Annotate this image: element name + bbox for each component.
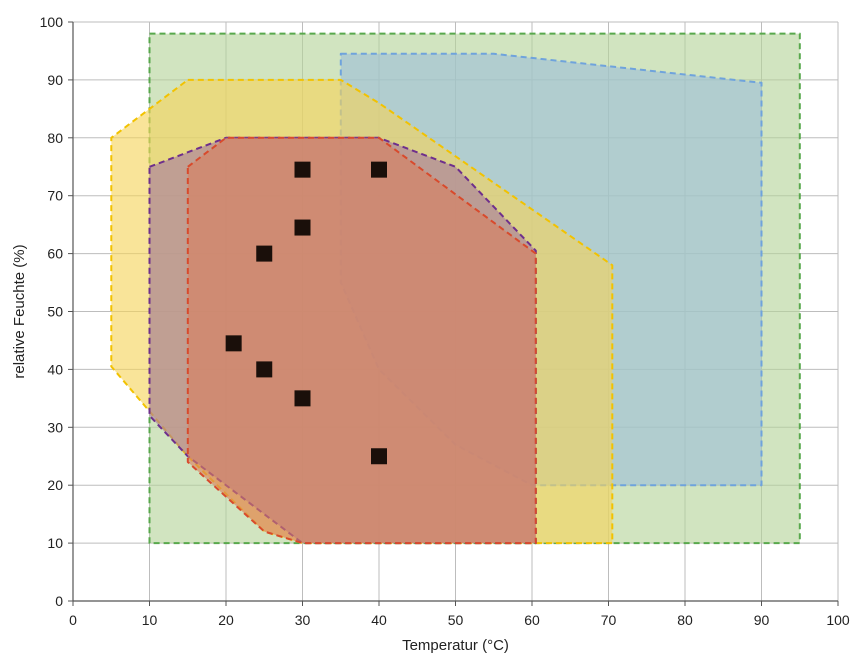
y-tick-label: 50	[47, 304, 63, 320]
data-point	[294, 219, 311, 236]
y-tick-label: 30	[47, 419, 63, 435]
x-tick-label: 50	[448, 612, 464, 628]
y-tick-label: 90	[47, 72, 63, 88]
data-point	[294, 390, 311, 407]
x-tick-label: 40	[371, 612, 387, 628]
x-tick-label: 80	[677, 612, 693, 628]
data-points	[225, 161, 387, 465]
x-tick-label: 60	[524, 612, 540, 628]
y-tick-label: 40	[47, 361, 63, 377]
data-point	[256, 245, 273, 262]
y-tick-label: 60	[47, 246, 63, 262]
x-tick-label: 70	[601, 612, 617, 628]
data-point	[371, 161, 387, 178]
y-tick-label: 20	[47, 477, 63, 493]
data-point	[294, 161, 311, 178]
y-tick-label: 0	[55, 593, 63, 609]
data-point	[256, 361, 273, 378]
x-tick-label: 100	[826, 612, 850, 628]
region-5	[186, 136, 537, 545]
x-tick-label: 10	[142, 612, 158, 628]
x-axis-title: Temperatur (°C)	[402, 637, 509, 654]
y-tick-label: 70	[47, 188, 63, 204]
axes	[68, 21, 839, 606]
x-tick-label: 30	[295, 612, 311, 628]
y-tick-label: 10	[47, 535, 63, 551]
data-point	[371, 448, 387, 465]
x-tick-label: 90	[754, 612, 770, 628]
regions	[110, 32, 801, 545]
x-tick-label: 20	[218, 612, 234, 628]
y-tick-label: 80	[47, 130, 63, 146]
y-axis-title: relative Feuchte (%)	[11, 244, 28, 378]
x-tick-label: 0	[69, 612, 77, 628]
data-point	[225, 335, 242, 352]
y-tick-label: 100	[40, 14, 64, 30]
tick-labels: 0 10 20 30 40 50 60 70 80 90 100 0 10 20 30 40 50 60 70 80 9…	[40, 14, 850, 628]
